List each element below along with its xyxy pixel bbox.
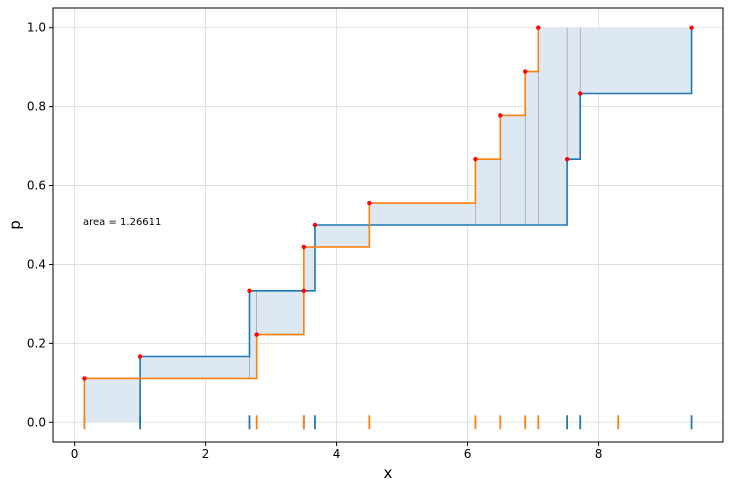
ecdf-point xyxy=(523,69,528,74)
y-tick-label: 0.8 xyxy=(27,100,46,114)
ecdf-point xyxy=(82,376,87,381)
ecdf-point xyxy=(137,354,143,359)
y-tick-label: 0.0 xyxy=(27,415,46,429)
ecdf-points xyxy=(82,25,694,381)
rug-ticks xyxy=(83,415,693,430)
ecdf-point xyxy=(312,222,318,228)
x-tick-label: 4 xyxy=(333,447,341,461)
area-segment xyxy=(314,225,370,247)
x-tick-label: 6 xyxy=(464,447,472,461)
area-segment xyxy=(580,27,692,94)
area-fill xyxy=(84,27,692,423)
area-segment xyxy=(538,27,568,226)
area-segment xyxy=(500,115,526,225)
x-tick-label: 2 xyxy=(202,447,210,461)
area-segment xyxy=(369,203,476,225)
ecdf-point xyxy=(578,91,583,96)
area-segment xyxy=(525,71,539,225)
area-segment xyxy=(84,378,141,423)
x-tick-label: 0 xyxy=(71,447,79,461)
ecdf-point xyxy=(564,157,570,162)
ecdf-point xyxy=(254,332,259,337)
x-tick-label: 8 xyxy=(595,447,603,461)
area-segment xyxy=(303,246,315,291)
ecdf-point xyxy=(301,244,307,250)
area-segment xyxy=(475,159,501,225)
ecdf-line-2 xyxy=(83,27,540,423)
y-tick-label: 0.2 xyxy=(27,336,46,350)
ecdf-point xyxy=(473,157,478,162)
plot-frame xyxy=(52,7,724,443)
axes: 0 2 4 6 8 0.0 0.2 0.4 0.6 0.8 1.0 xyxy=(27,21,602,461)
area-segment xyxy=(249,290,257,379)
area-segment xyxy=(140,356,250,379)
ecdf-point xyxy=(536,25,541,30)
y-axis-label: p xyxy=(6,220,24,230)
ecdf-point xyxy=(498,113,503,118)
area-annotation: area = 1.26611 xyxy=(83,217,161,228)
y-tick-label: 0.6 xyxy=(27,179,46,193)
x-axis-label: x xyxy=(384,464,393,482)
ecdf-point xyxy=(367,200,372,206)
y-tick-label: 1.0 xyxy=(27,21,46,35)
ecdf-point xyxy=(247,288,252,293)
ecdf-point xyxy=(689,25,694,30)
y-tick-label: 0.4 xyxy=(27,257,46,271)
grid-lines xyxy=(53,8,723,442)
area-segment xyxy=(256,290,304,335)
area-segment xyxy=(567,27,581,160)
ecdf-point xyxy=(301,288,307,293)
